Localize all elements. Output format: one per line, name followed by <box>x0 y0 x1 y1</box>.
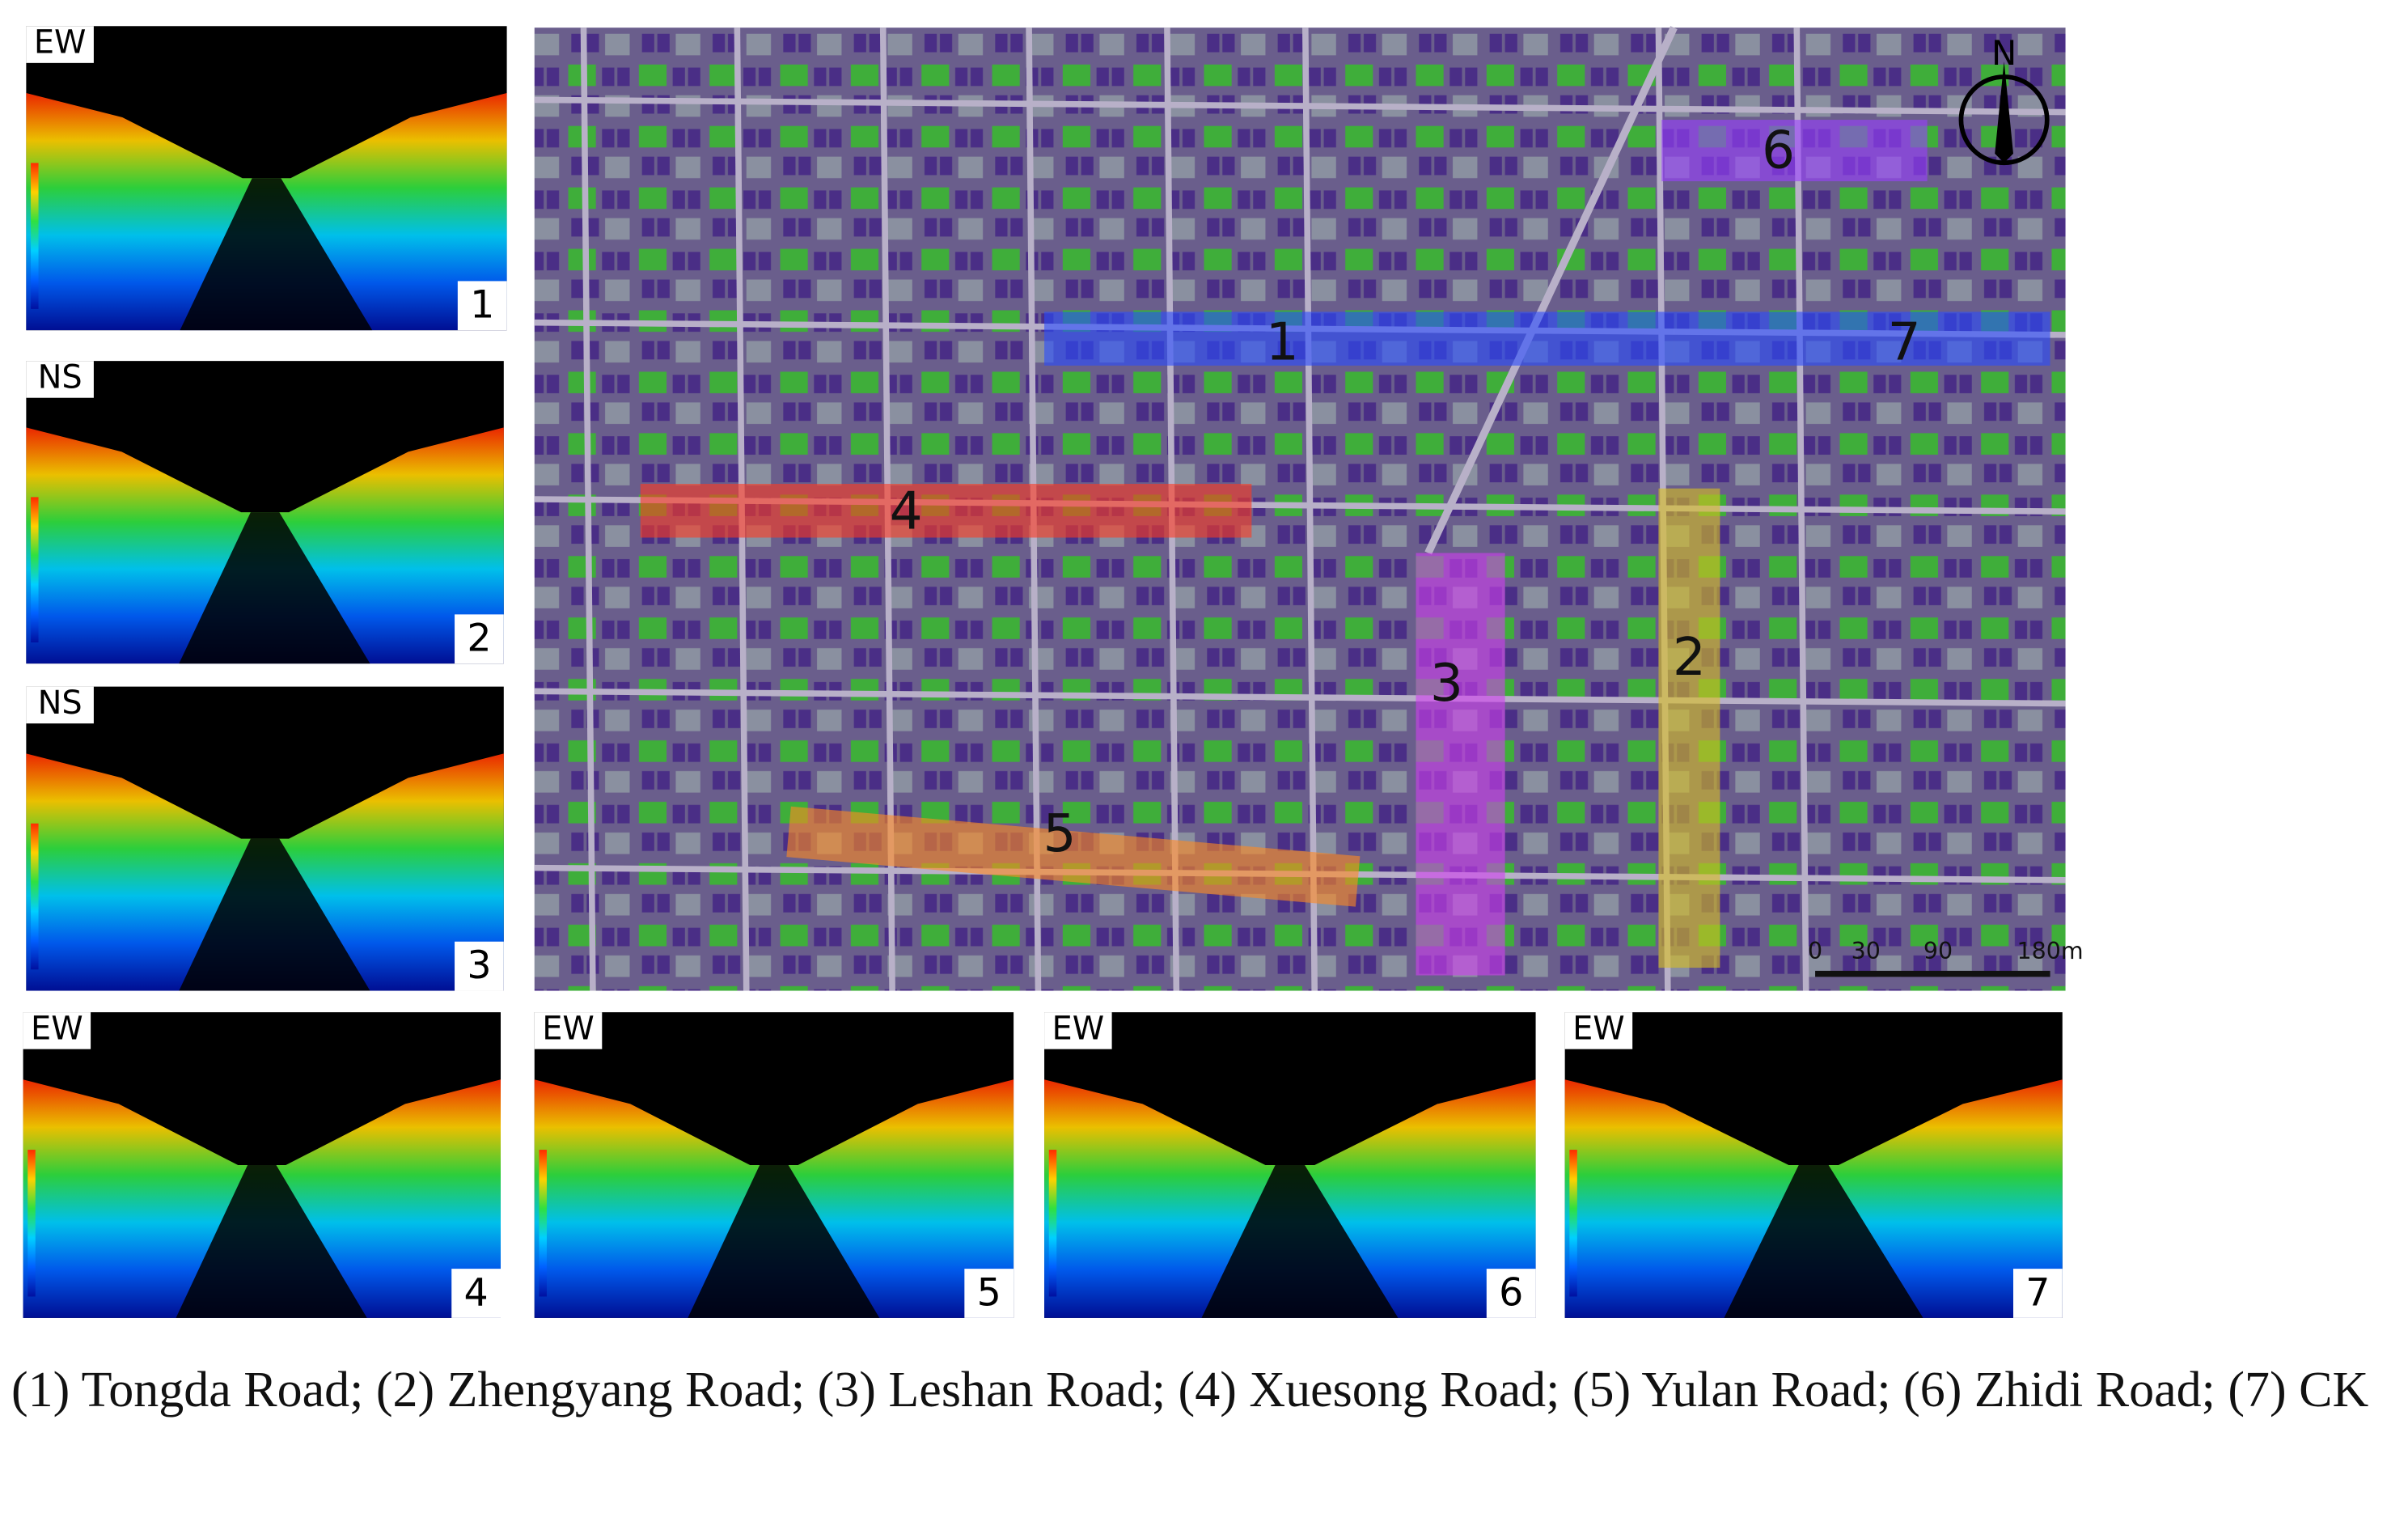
point-cloud-panel: NS 2 <box>26 358 504 664</box>
caption: (1) Tongda Road; (2) Zhengyang Road; (3)… <box>11 1363 2369 1418</box>
point-cloud-panel: NS 3 <box>26 684 504 991</box>
point-cloud-panels: EW 1 NS 2 NS 3 EW 4 EW 5 EW 6 EW 7 <box>23 24 2063 1318</box>
direction-box <box>1564 1012 1633 1049</box>
road-surface <box>1724 1164 1923 1318</box>
road-label: 6 <box>1762 120 1795 180</box>
road-surface <box>1201 1164 1399 1318</box>
point-cloud-panel: EW 7 <box>1564 1010 2063 1318</box>
road-label: 7 <box>1888 312 1921 373</box>
number-box <box>2012 1269 2063 1318</box>
road-surface <box>179 512 370 664</box>
compass-label: N <box>1991 33 2017 73</box>
panel-number: 7 <box>2025 1270 2050 1315</box>
direction-box <box>26 361 94 398</box>
panel-number: 5 <box>977 1270 1001 1315</box>
direction-label: NS <box>38 358 83 396</box>
number-box <box>964 1269 1014 1318</box>
road-highlight <box>786 806 1361 907</box>
road-label: 4 <box>890 481 923 542</box>
color-bar <box>31 163 39 309</box>
scale-label: 180m <box>2017 938 2084 964</box>
direction-label: EW <box>1572 1010 1625 1047</box>
road-label: 5 <box>1043 803 1077 864</box>
street <box>1793 28 1809 991</box>
road-highlight <box>1674 312 2050 366</box>
point-cloud-panel: EW 1 <box>26 24 507 331</box>
road-surface <box>180 178 373 331</box>
panel-number: 1 <box>470 283 494 328</box>
point-cloud-panel: EW 4 <box>23 1010 501 1318</box>
direction-label: EW <box>542 1010 595 1047</box>
color-bar <box>539 1150 547 1297</box>
direction-box <box>1044 1012 1112 1049</box>
road-label: 1 <box>1266 312 1299 373</box>
direction-label: EW <box>34 24 87 61</box>
scale-label: 90 <box>1923 938 1953 964</box>
color-bar <box>1569 1150 1577 1297</box>
road-surface <box>688 1164 880 1318</box>
panel-number: 2 <box>467 617 491 661</box>
direction-box <box>534 1012 603 1049</box>
color-bar <box>31 497 39 642</box>
street <box>1302 28 1318 991</box>
direction-box <box>26 26 94 63</box>
point-cloud-panel: EW 6 <box>1044 1010 1536 1318</box>
road-label: 2 <box>1673 627 1706 688</box>
number-box <box>455 941 504 991</box>
panel-number: 3 <box>467 943 491 988</box>
direction-label: NS <box>38 684 83 722</box>
color-bar <box>31 823 39 970</box>
number-box <box>1486 1269 1536 1318</box>
color-bar <box>1048 1150 1057 1297</box>
panel-number: 6 <box>1499 1270 1523 1315</box>
compass-needle <box>1995 61 2013 163</box>
street <box>580 28 596 991</box>
road-surface <box>176 1164 367 1318</box>
road-highlight <box>1416 553 1505 976</box>
road-highlight <box>1661 120 1928 182</box>
panel-number: 4 <box>464 1270 489 1315</box>
direction-label: EW <box>31 1010 83 1047</box>
direction-label: EW <box>1052 1010 1105 1047</box>
number-box <box>455 614 504 664</box>
road-label: 3 <box>1430 653 1463 714</box>
number-box <box>457 281 507 331</box>
color-bar <box>28 1150 36 1297</box>
scale-label: 0 <box>1808 938 1822 964</box>
road-surface <box>179 838 370 991</box>
street <box>1424 26 1678 555</box>
map: 1 2 3 4 5 6 7 N 0 30 90 180m <box>534 26 2084 991</box>
direction-box <box>23 1012 91 1049</box>
road-highlight <box>640 484 1252 538</box>
direction-box <box>26 686 94 724</box>
point-cloud-panel: EW 5 <box>534 1010 1014 1318</box>
scale-label: 30 <box>1851 938 1881 964</box>
road-highlight <box>1044 312 1674 366</box>
street <box>534 688 2066 707</box>
number-box <box>451 1269 501 1318</box>
street <box>534 96 2066 116</box>
road-highlight <box>1658 488 1720 968</box>
